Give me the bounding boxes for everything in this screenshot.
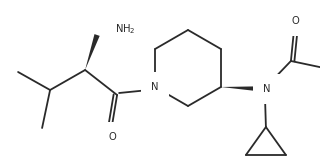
Text: N: N <box>151 82 159 92</box>
Polygon shape <box>221 86 263 92</box>
Polygon shape <box>85 34 100 70</box>
Text: NH$_2$: NH$_2$ <box>115 22 135 36</box>
Text: O: O <box>291 16 299 26</box>
Text: O: O <box>108 132 116 142</box>
Text: N: N <box>263 84 271 94</box>
